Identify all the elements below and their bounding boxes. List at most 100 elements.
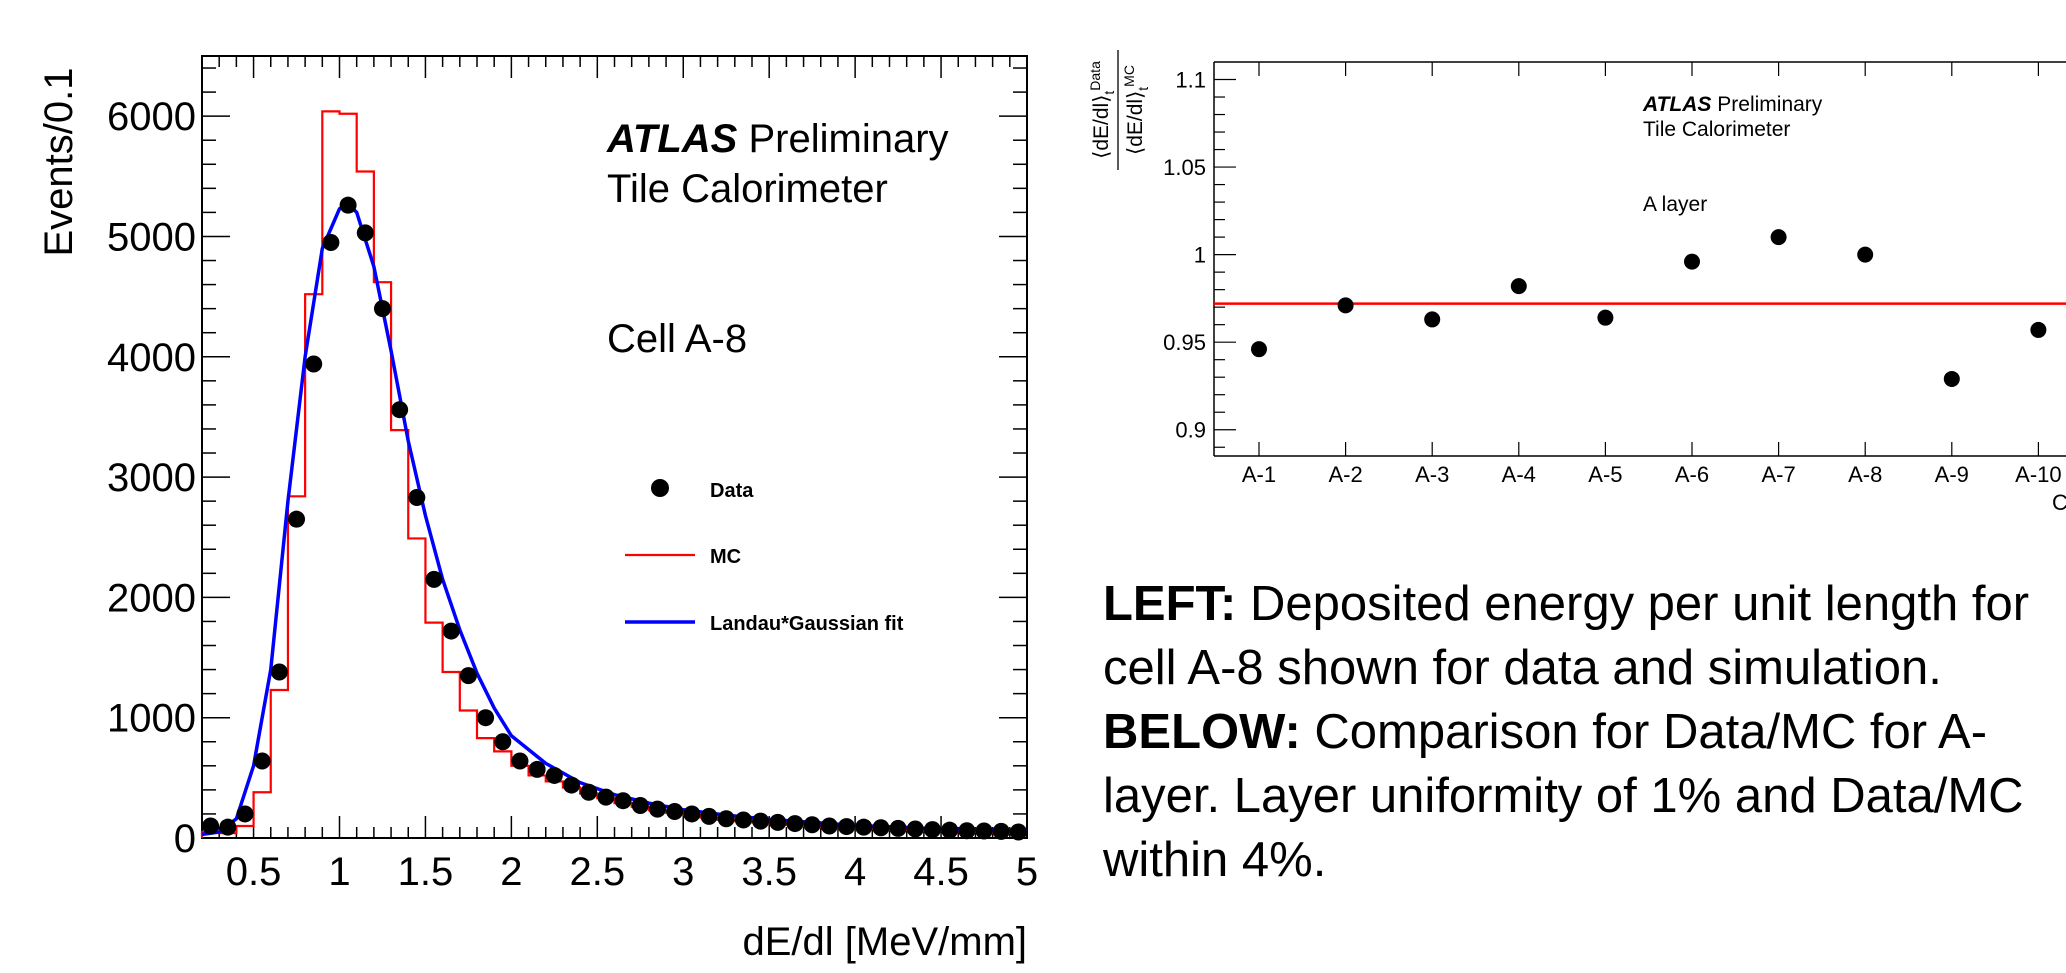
data-point bbox=[494, 733, 512, 751]
data-point bbox=[442, 622, 460, 640]
data-point bbox=[700, 807, 718, 825]
data-point bbox=[202, 817, 220, 835]
data-point bbox=[975, 822, 993, 840]
data-point bbox=[666, 803, 684, 821]
y-tick-label: 1000 bbox=[107, 697, 196, 741]
x-tick-label: A-7 bbox=[1761, 462, 1795, 487]
data-point bbox=[219, 818, 237, 836]
y-tick-label: 3000 bbox=[107, 456, 196, 500]
data-point bbox=[305, 355, 323, 373]
data-mc-ratio-plot: 0.9 0.95 1 1.05 1.1 A-1 A-2 A-3 A-4 A-5 A-6 A-7 A-8 A… bbox=[1087, 50, 2066, 515]
y-label-den-part: t bbox=[1135, 87, 1151, 91]
x-tick-label: A-4 bbox=[1502, 462, 1536, 487]
data-point bbox=[322, 233, 340, 251]
x-tick-label: A-9 bbox=[1935, 462, 1969, 487]
caption-below-label: BELOW: bbox=[1103, 705, 1301, 759]
x-tick-label: A-6 bbox=[1675, 462, 1709, 487]
x-tick-label: 1.5 bbox=[398, 850, 454, 894]
data-point bbox=[580, 783, 598, 801]
y-tick-label: 1.1 bbox=[1175, 68, 1206, 93]
data-point bbox=[717, 810, 735, 828]
data-point bbox=[941, 821, 959, 839]
x-tick-label: A-3 bbox=[1415, 462, 1449, 487]
x-tick-label: 4 bbox=[844, 850, 866, 894]
x-tick-label: A-10 bbox=[2015, 462, 2061, 487]
x-tick-label: A-1 bbox=[1242, 462, 1276, 487]
preliminary-word: Preliminary bbox=[1711, 93, 1822, 116]
atlas-label: ATLAS Preliminary bbox=[606, 117, 949, 161]
data-point bbox=[769, 813, 787, 831]
subtitle-label: Tile Calorimeter bbox=[1643, 118, 1790, 141]
atlas-word: ATLAS bbox=[1642, 93, 1711, 116]
data-point bbox=[236, 805, 254, 823]
subtitle-label: Tile Calorimeter bbox=[607, 167, 888, 211]
x-tick-label: 4.5 bbox=[913, 850, 969, 894]
ratio-point bbox=[1943, 370, 1960, 387]
ratio-point bbox=[1857, 246, 1874, 263]
legend-data-label: Data bbox=[710, 480, 754, 502]
ratio-point bbox=[1424, 311, 1441, 328]
dedl-distribution-plot: 0.5 1 1.5 2 2.5 3 3.5 4 4.5 5 0 1000 2000 3000 4000 500… bbox=[37, 55, 1038, 964]
legend-mc-label: MC bbox=[710, 546, 741, 568]
data-point bbox=[339, 196, 357, 214]
y-tick-label: 0.95 bbox=[1163, 330, 1206, 355]
data-point bbox=[425, 570, 443, 588]
caption-below-text: Comparison for Data/MC for A-layer. Laye… bbox=[1103, 705, 2024, 887]
y-tick-label: 5000 bbox=[107, 215, 196, 259]
data-point bbox=[614, 792, 632, 810]
y-label-numerator: ⟨dE/dl⟩tData bbox=[1087, 61, 1117, 159]
data-point bbox=[408, 489, 426, 507]
data-point bbox=[734, 811, 752, 829]
mc-histogram bbox=[200, 110, 1027, 838]
data-point bbox=[838, 818, 856, 836]
data-point bbox=[958, 822, 976, 840]
x-tick-label: 2 bbox=[500, 850, 522, 894]
y-label-den-part: MC bbox=[1121, 65, 1137, 87]
y-tick-label: 0.9 bbox=[1175, 418, 1206, 443]
ratio-point bbox=[1337, 297, 1354, 314]
x-tick-label: A-8 bbox=[1848, 462, 1882, 487]
data-point bbox=[631, 797, 649, 815]
caption-left-text: Deposited energy per unit length for cel… bbox=[1103, 577, 2030, 695]
data-point bbox=[1009, 823, 1027, 841]
x-tick-label: 3 bbox=[672, 850, 694, 894]
y-tick-label: 0 bbox=[174, 817, 196, 861]
y-label-num-part: ⟨dE/dl⟩ bbox=[1090, 95, 1113, 159]
y-axis-label: ⟨dE/dl⟩tData⟨dE/dl⟩tMC bbox=[1087, 50, 1151, 170]
atlas-label: ATLAS Preliminary bbox=[1642, 93, 1823, 116]
x-tick-label: 0.5 bbox=[226, 850, 282, 894]
data-point bbox=[477, 709, 495, 727]
x-tick-label: 5 bbox=[1016, 850, 1038, 894]
data-point bbox=[786, 815, 804, 833]
x-axis-label: Ce bbox=[2052, 490, 2066, 515]
y-label-denominator: ⟨dE/dl⟩tMC bbox=[1121, 65, 1151, 155]
caption-left-label: LEFT: bbox=[1103, 577, 1237, 631]
data-point bbox=[373, 300, 391, 318]
data-point bbox=[752, 812, 770, 830]
data-point bbox=[253, 752, 271, 770]
ratio-point bbox=[1597, 309, 1614, 326]
ratio-point bbox=[1510, 278, 1527, 295]
y-tick-label: 1 bbox=[1194, 243, 1206, 268]
x-tick-label: 3.5 bbox=[741, 850, 797, 894]
x-tick-label: 2.5 bbox=[570, 850, 626, 894]
data-point bbox=[391, 401, 409, 419]
data-point bbox=[597, 788, 615, 806]
y-tick-label: 2000 bbox=[107, 576, 196, 620]
y-tick-label: 4000 bbox=[107, 336, 196, 380]
data-point bbox=[648, 800, 666, 818]
legend-data-marker bbox=[651, 479, 669, 497]
data-point bbox=[923, 821, 941, 839]
x-tick-label: 1 bbox=[328, 850, 350, 894]
data-point bbox=[528, 760, 546, 778]
caption-below: BELOW: Comparison for Data/MC for A-laye… bbox=[1103, 700, 2063, 892]
ratio-point bbox=[1251, 341, 1267, 358]
caption-text: LEFT: Deposited energy per unit length f… bbox=[1103, 572, 2063, 892]
data-point bbox=[563, 776, 581, 794]
data-point bbox=[992, 822, 1010, 840]
y-label-den-part: ⟨dE/dl⟩ bbox=[1124, 91, 1147, 155]
data-point bbox=[683, 805, 701, 823]
data-point bbox=[820, 817, 838, 835]
data-point bbox=[288, 510, 306, 528]
